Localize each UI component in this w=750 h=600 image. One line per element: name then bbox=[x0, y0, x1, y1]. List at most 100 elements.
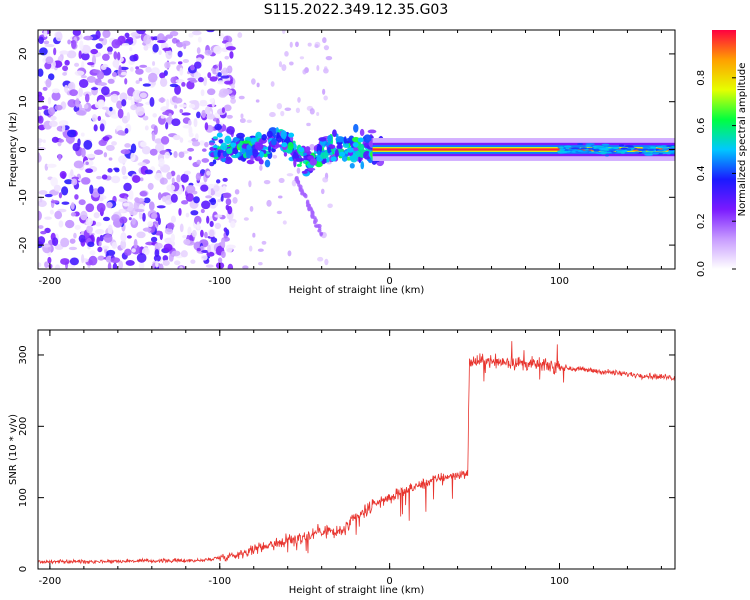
heatmap-cell bbox=[93, 212, 100, 219]
heatmap-cell bbox=[98, 38, 104, 42]
heatmap-cell bbox=[206, 170, 211, 176]
heatmap-cell bbox=[48, 73, 55, 81]
heatmap-cell bbox=[230, 98, 236, 104]
heatmap-cell bbox=[174, 260, 181, 266]
heatmap-cell bbox=[131, 248, 136, 253]
snr-chart: -200 -100 0 100 0 100 200 300 Height of straight… bbox=[8, 329, 676, 596]
heatmap-cell bbox=[633, 151, 640, 154]
heatmap-cell bbox=[38, 236, 46, 245]
spectrogram-xtick-label: 0 bbox=[386, 276, 392, 287]
heatmap-cell bbox=[38, 190, 48, 195]
heatmap-cell bbox=[200, 254, 208, 261]
heatmap-cell bbox=[78, 87, 83, 97]
spectrogram-ytick-label: -10 bbox=[18, 189, 29, 205]
colorbar: 0.0 0.2 0.4 0.6 0.8 Normalized spectral ampli… bbox=[696, 30, 748, 277]
heatmap-cell bbox=[349, 153, 358, 163]
heatmap-cell bbox=[128, 189, 134, 200]
heatmap-cell bbox=[135, 80, 140, 84]
heatmap-cell bbox=[142, 115, 149, 121]
heatmap-cell bbox=[199, 140, 206, 146]
heatmap-cell bbox=[42, 86, 48, 91]
heatmap-cell bbox=[144, 169, 153, 175]
heatmap-cell bbox=[353, 123, 359, 133]
heatmap-cell bbox=[289, 41, 293, 48]
heatmap-cell bbox=[120, 232, 127, 242]
heatmap-cell bbox=[251, 78, 256, 85]
snr-frame bbox=[37, 329, 676, 570]
heatmap-cell bbox=[122, 202, 130, 207]
heatmap-cell bbox=[287, 141, 294, 151]
heatmap-cell bbox=[179, 108, 184, 114]
heatmap-cell bbox=[75, 98, 80, 108]
heatmap-cell bbox=[96, 175, 103, 180]
heatmap-cell bbox=[246, 159, 255, 165]
heatmap-cell bbox=[185, 212, 190, 218]
heatmap-cell bbox=[276, 210, 283, 215]
heatmap-cell bbox=[196, 221, 201, 230]
heatmap-cell bbox=[246, 119, 252, 123]
heatmap-cell bbox=[187, 147, 195, 152]
heatmap-cell bbox=[66, 129, 77, 138]
heatmap-cell bbox=[201, 158, 210, 163]
heatmap-cell bbox=[221, 107, 225, 114]
heatmap-cell bbox=[90, 48, 99, 55]
heatmap-cell bbox=[126, 112, 131, 122]
heatmap-cell bbox=[317, 228, 322, 233]
heatmap-cell bbox=[160, 115, 166, 119]
heatmap-cell bbox=[307, 167, 316, 171]
heatmap-cell bbox=[177, 50, 183, 58]
heatmap-cell bbox=[117, 130, 125, 136]
heatmap-cell bbox=[127, 95, 133, 101]
heatmap-cell bbox=[222, 177, 228, 182]
figure-title: S115.2022.349.12.35.G03 bbox=[264, 2, 449, 18]
heatmap-cell bbox=[264, 159, 271, 168]
heatmap-cell bbox=[85, 203, 95, 213]
heatmap-cell bbox=[256, 82, 260, 88]
heatmap-cell bbox=[212, 64, 218, 69]
heatmap-cell bbox=[111, 141, 117, 146]
heatmap-cell bbox=[185, 185, 196, 194]
heatmap-cell bbox=[164, 61, 171, 69]
heatmap-cell bbox=[64, 219, 75, 229]
heatmap-cell bbox=[297, 96, 301, 103]
heatmap-cell bbox=[180, 173, 189, 183]
heatmap-cell bbox=[54, 104, 63, 111]
heatmap-cell bbox=[178, 207, 182, 216]
heatmap-cell bbox=[38, 262, 42, 268]
heatmap-cell bbox=[242, 265, 249, 269]
heatmap-cell bbox=[352, 142, 359, 148]
heatmap-cell bbox=[58, 192, 63, 199]
heatmap-cell bbox=[43, 40, 50, 45]
heatmap-cell bbox=[78, 78, 89, 88]
heatmap-cell bbox=[232, 197, 238, 204]
heatmap-cell bbox=[618, 144, 625, 147]
heatmap-cell bbox=[556, 150, 566, 153]
heatmap-cell bbox=[212, 159, 217, 165]
heatmap-cell bbox=[295, 157, 305, 162]
heatmap-cell bbox=[359, 128, 365, 137]
heatmap-cell bbox=[69, 257, 79, 266]
heatmap-cell bbox=[155, 260, 159, 268]
heatmap-cell bbox=[122, 175, 128, 180]
heatmap-cell bbox=[327, 134, 333, 143]
heatmap-cell bbox=[611, 151, 616, 154]
heatmap-cell bbox=[106, 201, 113, 209]
heatmap-cell bbox=[149, 148, 158, 156]
heatmap-cell bbox=[323, 66, 328, 71]
spectrogram-xlabel: Height of straight line (km) bbox=[289, 285, 425, 296]
heatmap-cell bbox=[121, 43, 130, 47]
heatmap-cell bbox=[103, 233, 113, 243]
heatmap-cell bbox=[188, 103, 196, 109]
heatmap-cell bbox=[165, 200, 171, 205]
heatmap-cell bbox=[278, 177, 285, 184]
heatmap-cell bbox=[185, 192, 194, 202]
heatmap-cell bbox=[139, 92, 147, 99]
heatmap-cell bbox=[40, 230, 47, 235]
heatmap-cell bbox=[114, 168, 120, 173]
snr-xtick-label: -100 bbox=[208, 576, 231, 587]
heatmap-cell bbox=[201, 109, 207, 119]
heatmap-cell bbox=[585, 143, 595, 146]
heatmap-cell bbox=[258, 261, 263, 266]
heatmap-cell bbox=[107, 224, 113, 235]
heatmap-cell bbox=[585, 145, 592, 148]
